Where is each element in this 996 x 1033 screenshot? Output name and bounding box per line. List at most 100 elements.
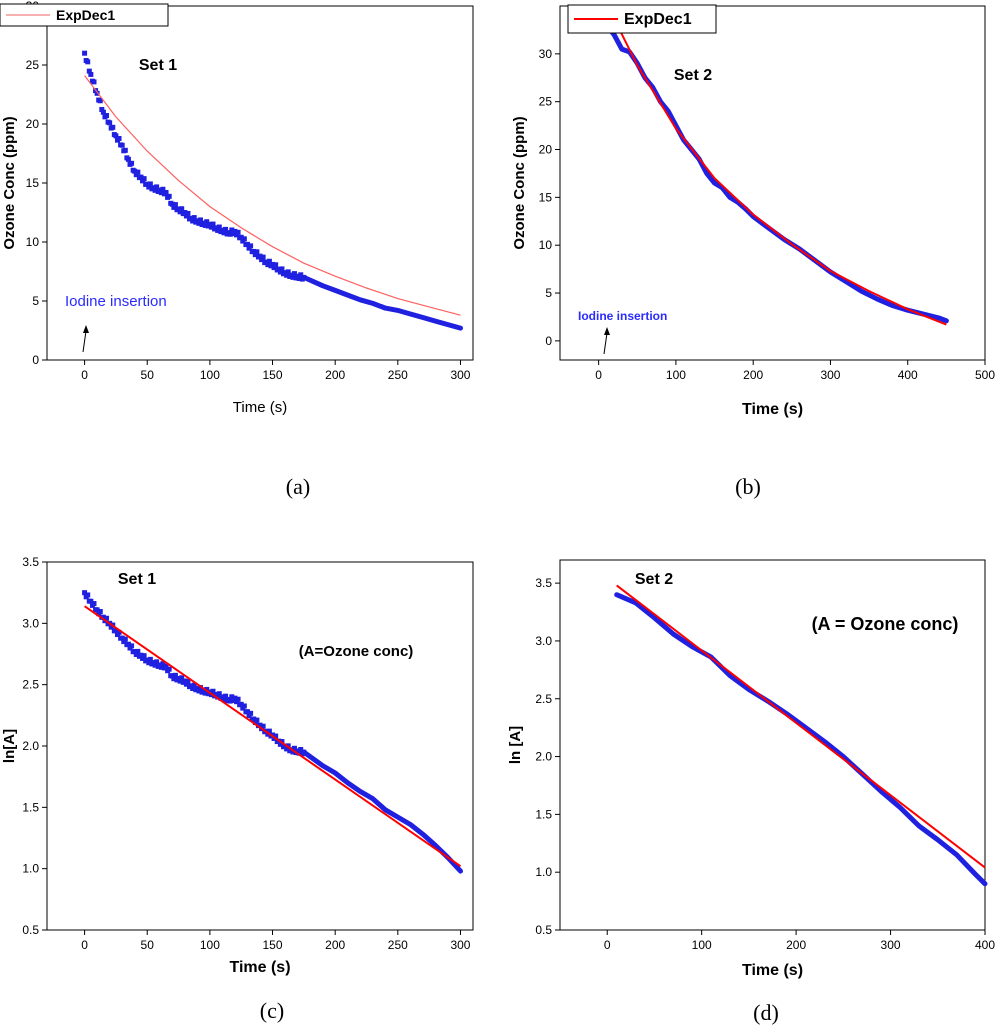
data-point xyxy=(158,664,164,670)
y-tick-label: 3.5 xyxy=(535,576,552,590)
x-tick-label: 150 xyxy=(263,368,283,382)
x-tick-label: 200 xyxy=(786,938,806,952)
data-point xyxy=(122,147,128,153)
data-point xyxy=(190,686,196,692)
y-tick-label: 30 xyxy=(539,47,553,61)
data-point xyxy=(244,241,250,247)
y-tick-label: 15 xyxy=(539,190,553,204)
data-point xyxy=(229,227,235,233)
legend-box xyxy=(0,3,169,27)
data-point xyxy=(177,209,183,215)
data-point xyxy=(204,219,210,225)
data-point xyxy=(296,276,302,282)
y-tick-label: 2.0 xyxy=(22,739,39,753)
iodine-insertion-label: Iodine insertion xyxy=(65,293,167,310)
data-point xyxy=(197,685,203,691)
data-point xyxy=(176,676,182,682)
data-point xyxy=(138,652,144,658)
data-point xyxy=(160,186,166,192)
y-tick-label: 25 xyxy=(26,58,40,72)
data-point xyxy=(144,181,150,187)
data-point xyxy=(196,688,202,694)
data-point xyxy=(185,678,191,684)
y-tick-label: 10 xyxy=(539,238,553,252)
data-point xyxy=(82,50,88,56)
data-point xyxy=(110,124,116,130)
data-point xyxy=(223,226,229,232)
data-point xyxy=(229,694,235,700)
data-point xyxy=(215,227,221,233)
data-point xyxy=(213,691,219,697)
data-point xyxy=(232,695,238,701)
legend: ExpDec1 xyxy=(567,4,717,34)
x-tick-label: 50 xyxy=(141,368,155,382)
data-point xyxy=(135,648,141,654)
y-axis-title: ln [A] xyxy=(507,726,524,764)
y-tick-label: 10 xyxy=(26,235,40,249)
x-tick-label: 400 xyxy=(898,368,918,382)
data-point xyxy=(147,181,153,187)
data-point xyxy=(202,222,208,228)
data-point xyxy=(132,168,138,174)
arrow-head xyxy=(83,325,89,333)
data-point xyxy=(107,120,113,126)
x-axis-title: Time (s) xyxy=(233,399,287,416)
data-point xyxy=(163,663,169,669)
data-point xyxy=(282,270,288,276)
data-line xyxy=(301,274,463,331)
data-point xyxy=(82,590,88,596)
data-point xyxy=(241,236,247,242)
data-point xyxy=(290,274,296,280)
x-tick-label: 0 xyxy=(81,938,88,952)
data-point xyxy=(291,271,297,277)
y-axis-title: ln[A] xyxy=(1,729,18,763)
data-point xyxy=(216,691,222,697)
data-point xyxy=(298,747,304,753)
data-point xyxy=(129,160,135,166)
data-point xyxy=(219,694,225,700)
data-point xyxy=(235,696,241,702)
data-point xyxy=(254,249,260,255)
x-tick-label: 100 xyxy=(692,938,712,952)
data-point xyxy=(234,232,240,238)
data-point xyxy=(194,218,200,224)
data-point xyxy=(257,253,263,259)
data-point xyxy=(266,258,272,264)
data-point xyxy=(227,698,233,704)
y-tick-label: 2.0 xyxy=(535,750,552,764)
data-point xyxy=(183,681,189,687)
plot-frame xyxy=(559,5,986,361)
data-point xyxy=(251,716,257,722)
data-point xyxy=(97,98,103,104)
data-point xyxy=(88,598,94,604)
data-point xyxy=(116,629,122,635)
iodine-insertion-label: Iodine insertion xyxy=(578,309,667,323)
data-line xyxy=(603,22,949,324)
data-point xyxy=(86,68,92,74)
x-tick-label: 400 xyxy=(975,938,995,952)
y-tick-label: 2.5 xyxy=(22,678,39,692)
fit-line xyxy=(609,10,947,326)
data-point xyxy=(116,136,122,142)
data-point xyxy=(99,106,105,112)
data-point xyxy=(238,234,244,240)
data-point xyxy=(219,227,225,233)
data-point xyxy=(185,210,191,216)
legend-label: ExpDec1 xyxy=(624,11,692,28)
data-point xyxy=(191,682,197,688)
data-point xyxy=(182,678,188,684)
y-axis-title: Ozone Conc (ppm) xyxy=(511,116,528,249)
x-tick-label: 150 xyxy=(263,938,283,952)
data-point xyxy=(270,261,276,267)
x-tick-label: 0 xyxy=(595,368,602,382)
a-definition-note: (A = Ozone conc) xyxy=(812,614,959,634)
annotation-arrow xyxy=(603,332,608,355)
data-point xyxy=(85,59,91,65)
chart-b: 0 100 200 300 400 500 0 5 10 15 20 25 30 Time (s) Ozon… xyxy=(511,4,995,499)
data-point xyxy=(183,213,189,219)
data-point xyxy=(235,229,241,235)
data-point xyxy=(188,683,194,689)
y-tick-label: 0.5 xyxy=(22,923,39,937)
x-tick-label: 200 xyxy=(325,938,345,952)
